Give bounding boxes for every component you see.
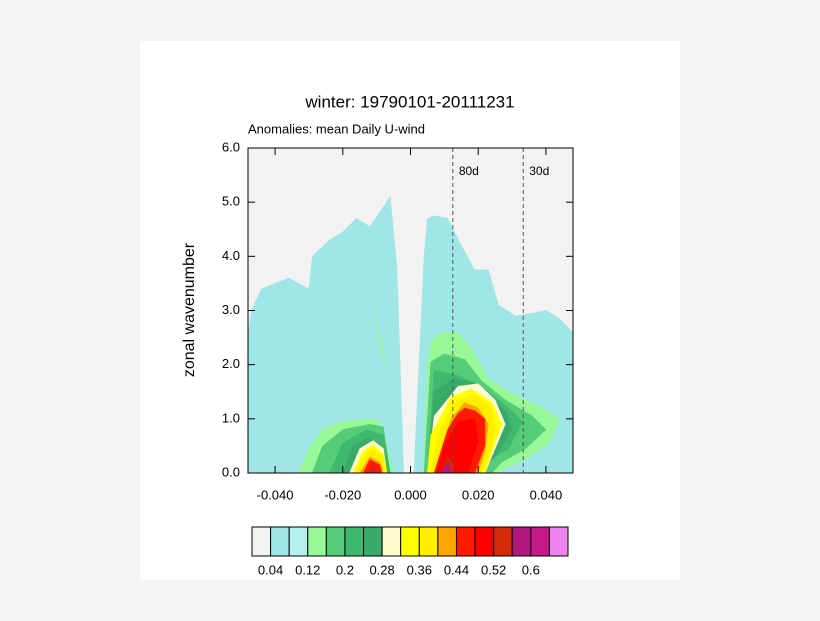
- colorbar-box: [270, 526, 290, 557]
- chart-subtitle: Anomalies: mean Daily U-wind: [248, 121, 425, 136]
- colorbar-label: 0.44: [444, 562, 469, 577]
- colorbar-box: [418, 526, 439, 557]
- y-tick-label: 4.0: [222, 248, 240, 263]
- y-tick-label: 6.0: [222, 139, 240, 154]
- colorbar-box: [363, 526, 383, 557]
- reference-label: 80d: [459, 164, 479, 178]
- x-tick-label: -0.020: [324, 487, 361, 502]
- x-tick-label: 0.000: [394, 487, 427, 502]
- colorbar-box: [455, 526, 476, 557]
- colorbar-label: 0.12: [295, 562, 320, 577]
- y-axis-label: zonal wavenumber: [181, 242, 198, 377]
- x-tick-label: 0.040: [530, 487, 563, 502]
- colorbar-box: [548, 526, 569, 557]
- colorbar-box: [400, 526, 420, 557]
- x-tick-label: -0.040: [257, 487, 294, 502]
- chart-title: winter: 19790101-20111231: [304, 92, 514, 111]
- colorbar-label: 0.04: [258, 562, 283, 577]
- colorbar-box: [381, 526, 402, 557]
- colorbar-box: [493, 526, 513, 557]
- reference-label: 30d: [529, 164, 549, 178]
- y-tick-label: 2.0: [222, 356, 240, 371]
- y-tick-label: 5.0: [222, 194, 240, 209]
- colorbar-box: [511, 526, 532, 557]
- colorbar-box: [474, 526, 495, 557]
- y-tick-label: 3.0: [222, 302, 240, 317]
- y-tick-label: 0.0: [222, 464, 240, 479]
- colorbar-box: [251, 526, 272, 557]
- colorbar-label: 0.6: [522, 562, 540, 577]
- colorbar-label: 0.2: [336, 562, 354, 577]
- y-tick-label: 1.0: [222, 410, 240, 425]
- colorbar-box: [307, 526, 327, 557]
- colorbar-label: 0.52: [481, 562, 506, 577]
- colorbar-box: [288, 526, 309, 557]
- colorbar-box: [325, 526, 346, 557]
- contour-fill: [371, 305, 388, 376]
- colorbar-box: [344, 526, 365, 557]
- colorbar-label: 0.36: [407, 562, 432, 577]
- colorbar-box: [530, 526, 550, 557]
- colorbar-label: 0.28: [369, 562, 394, 577]
- colorbar-box: [437, 526, 457, 557]
- x-tick-label: 0.020: [462, 487, 495, 502]
